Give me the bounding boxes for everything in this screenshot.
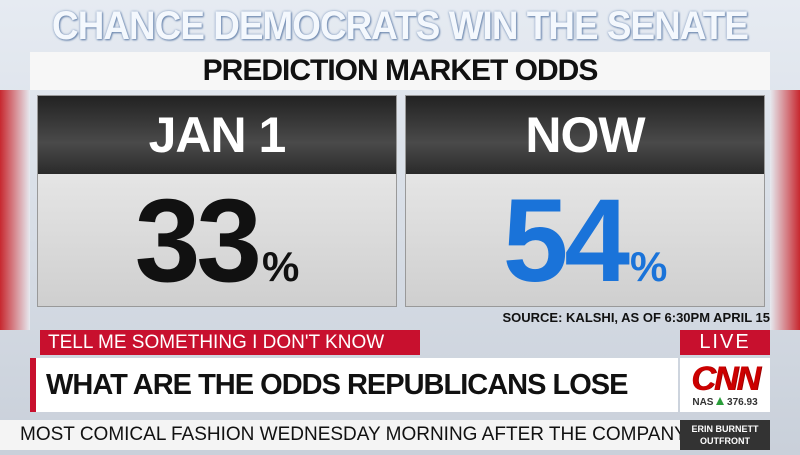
live-badge: LIVE bbox=[680, 330, 770, 355]
panel-value: 33% bbox=[38, 176, 396, 332]
show-line: OUTFRONT bbox=[700, 436, 750, 446]
side-flag bbox=[0, 90, 30, 330]
value-unit: % bbox=[261, 243, 300, 290]
panel-value: 54% bbox=[406, 176, 764, 332]
side-flag bbox=[770, 90, 800, 330]
ticker-value: 376.93 bbox=[727, 397, 758, 408]
logo-box: CNN NAS 376.93 bbox=[680, 358, 770, 412]
value-number: 54 bbox=[502, 175, 630, 307]
value-unit: % bbox=[629, 243, 668, 290]
panel-label: NOW bbox=[406, 96, 764, 174]
ticker-symbol: NAS bbox=[692, 397, 714, 408]
headline: WHAT ARE THE ODDS REPUBLICANS LOSE THE S… bbox=[30, 358, 678, 455]
segment-tag: TELL ME SOMETHING I DON'T KNOW bbox=[40, 330, 420, 355]
source-note: SOURCE: KALSHI, AS OF 6:30PM APRIL 15 bbox=[502, 310, 770, 325]
ticker: NAS 376.93 bbox=[680, 397, 770, 408]
show-line: ERIN BURNETT bbox=[691, 424, 759, 434]
network-logo: CNN bbox=[691, 360, 761, 398]
value-number: 33 bbox=[134, 175, 262, 307]
panel-label: JAN 1 bbox=[38, 96, 396, 174]
subtitle: PREDICTION MARKET ODDS bbox=[30, 52, 770, 90]
title: CHANCE DEMOCRATS WIN THE SENATE bbox=[52, 4, 749, 48]
show-name: ERIN BURNETT OUTFRONT bbox=[680, 420, 770, 450]
panel: JAN 1 33% bbox=[37, 95, 397, 307]
news-crawl: MOST COMICAL FASHION WEDNESDAY MORNING A… bbox=[0, 420, 680, 450]
panel: NOW 54% bbox=[405, 95, 765, 307]
up-arrow bbox=[716, 397, 725, 405]
